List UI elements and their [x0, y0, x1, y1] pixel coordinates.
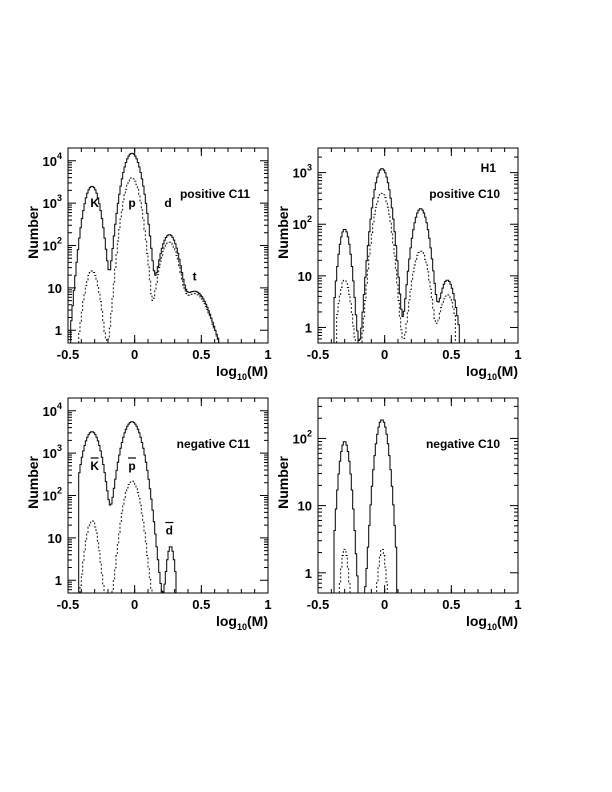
- y-tick-label: 10: [298, 499, 312, 514]
- x-tick-label: -0.5: [57, 597, 79, 612]
- y-axis-label: Number: [275, 455, 291, 508]
- y-tick-label: 1: [55, 573, 62, 588]
- chart-panel-2: -0.5 0 0.5 1 1 10 102 103 Number log10(M) positive…: [275, 147, 522, 382]
- x-tick-label: 0: [131, 347, 138, 362]
- series-line-dashed: [338, 548, 390, 593]
- chart-panel-3: -0.5 0 0.5 1 1 10 102 103 104 Number log10(M) negat…: [25, 397, 272, 632]
- y-tick-label: 1: [305, 566, 312, 581]
- y-tick-label: 10: [48, 531, 62, 546]
- y-tick-label: 103: [293, 163, 312, 181]
- series-line-dashed: [78, 480, 153, 593]
- y-tick-label: 103: [43, 443, 62, 461]
- y-axis-label: Number: [275, 205, 291, 258]
- y-tick-label: 102: [293, 428, 312, 446]
- y-tick-label: 102: [43, 236, 62, 254]
- plot-frame: [317, 147, 519, 344]
- x-tick-label: 0: [381, 597, 388, 612]
- x-axis-label: log10(M): [466, 363, 518, 382]
- peak-label: K: [90, 459, 99, 473]
- y-tick-label: 1: [305, 320, 312, 335]
- y-tick-label: 104: [43, 151, 62, 169]
- x-tick-label: -0.5: [57, 347, 79, 362]
- x-tick-label: -0.5: [307, 597, 329, 612]
- y-tick-label: 1: [55, 323, 62, 338]
- peak-label: p: [128, 196, 135, 210]
- series-line-solid: [333, 168, 460, 343]
- y-tick-label: 104: [43, 401, 62, 419]
- x-tick-label: 0.5: [442, 597, 460, 612]
- plot-frame: [317, 397, 519, 594]
- series-line-solid: [333, 419, 398, 593]
- corner-label: H1: [481, 161, 497, 175]
- y-tick-label: 102: [43, 486, 62, 504]
- series-line-dashed: [78, 177, 220, 343]
- x-tick-label: 1: [514, 597, 521, 612]
- y-axis-label: Number: [25, 455, 41, 508]
- x-axis-label: log10(M): [216, 613, 268, 632]
- x-tick-label: 0: [381, 347, 388, 362]
- peak-label: p: [128, 459, 135, 473]
- x-axis-label: log10(M): [216, 363, 268, 382]
- x-tick-label: 1: [514, 347, 521, 362]
- y-tick-label: 10: [48, 281, 62, 296]
- x-tick-label: 1: [264, 347, 271, 362]
- y-axis-label: Number: [25, 205, 41, 258]
- series-line-solid: [78, 421, 177, 593]
- y-tick-label: 103: [43, 193, 62, 211]
- x-tick-label: 0: [131, 597, 138, 612]
- peak-label: K: [90, 196, 99, 210]
- panel-label: negative C10: [426, 437, 500, 451]
- panel-label: positive C10: [429, 187, 500, 201]
- plot-frame: [67, 397, 269, 594]
- peak-label: d: [164, 196, 171, 210]
- series-line-solid: [70, 152, 220, 343]
- series-line-dashed: [336, 192, 456, 343]
- x-tick-label: 0.5: [192, 597, 210, 612]
- x-tick-label: 0.5: [442, 347, 460, 362]
- plot-frame: [67, 147, 269, 344]
- x-axis-label: log10(M): [466, 613, 518, 632]
- y-tick-label: 102: [293, 214, 312, 232]
- panel-label: positive C11: [180, 187, 250, 201]
- y-tick-label: 10: [298, 269, 312, 284]
- peak-label: t: [193, 269, 197, 283]
- x-tick-label: 1: [264, 597, 271, 612]
- chart-panel-1: -0.5 0 0.5 1 1 10 102 103 104 Number log10(M) posit…: [25, 147, 272, 382]
- x-tick-label: 0.5: [192, 347, 210, 362]
- x-tick-label: -0.5: [307, 347, 329, 362]
- peak-label: d: [166, 524, 173, 538]
- panel-label: negative C11: [177, 437, 251, 451]
